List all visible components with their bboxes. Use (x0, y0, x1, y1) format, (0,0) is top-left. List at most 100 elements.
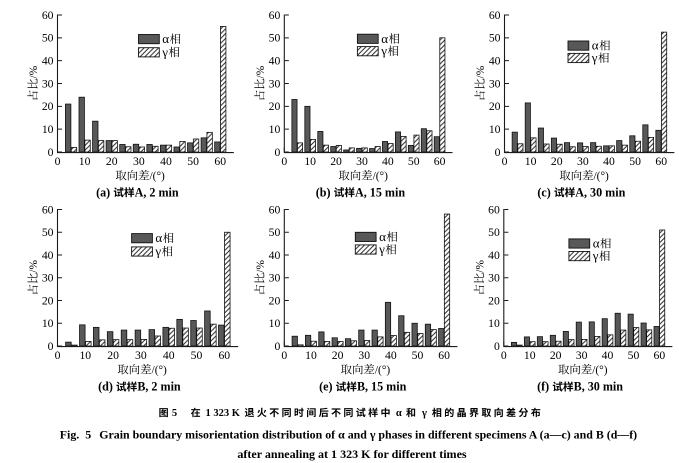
svg-text:60: 60 (654, 349, 666, 362)
svg-text:20: 20 (106, 155, 118, 168)
svg-text:α: α (379, 229, 386, 244)
svg-text:50: 50 (412, 349, 424, 362)
svg-text:α: α (155, 230, 162, 245)
svg-text:60: 60 (214, 155, 226, 168)
svg-text:10: 10 (489, 123, 501, 136)
svg-text:60: 60 (218, 349, 230, 362)
svg-text:20: 20 (107, 349, 119, 362)
svg-text:60: 60 (42, 203, 54, 216)
svg-text:0: 0 (281, 349, 287, 362)
svg-text:0: 0 (274, 340, 280, 353)
svg-text:/%: /% (28, 260, 40, 273)
svg-text:0: 0 (55, 349, 61, 362)
svg-text:30: 30 (356, 155, 368, 168)
svg-text:50: 50 (187, 155, 199, 168)
svg-text:0: 0 (495, 146, 501, 159)
svg-text:40: 40 (382, 155, 394, 168)
svg-text:20: 20 (42, 294, 54, 307)
svg-text:60: 60 (655, 155, 667, 168)
svg-text:50: 50 (42, 226, 54, 239)
svg-text:50: 50 (628, 349, 640, 362)
svg-text:10: 10 (79, 349, 91, 362)
svg-text:50: 50 (191, 349, 203, 362)
svg-text:10: 10 (269, 123, 281, 136)
svg-text:10: 10 (488, 317, 500, 330)
svg-text:0: 0 (48, 146, 54, 159)
svg-text:40: 40 (488, 249, 500, 262)
svg-text:30: 30 (42, 77, 54, 90)
svg-text:(c): (c) (537, 185, 553, 199)
svg-text:/(°): /(°) (373, 171, 389, 183)
svg-text:30: 30 (135, 349, 147, 362)
svg-text:(f): (f) (537, 380, 552, 394)
svg-text:60: 60 (489, 9, 501, 22)
svg-text:A, 15 min: A, 15 min (355, 185, 405, 199)
svg-text:30: 30 (269, 77, 281, 90)
svg-text:10: 10 (42, 123, 54, 136)
svg-text:20: 20 (269, 100, 281, 113)
svg-text:40: 40 (269, 249, 281, 262)
svg-text:5: 5 (172, 408, 177, 419)
svg-text:1 323 K: 1 323 K (206, 408, 241, 419)
svg-text:40: 40 (602, 349, 614, 362)
svg-text:50: 50 (489, 32, 501, 45)
svg-text:30: 30 (42, 272, 54, 285)
svg-text:50: 50 (269, 32, 281, 45)
svg-text:20: 20 (550, 349, 562, 362)
svg-text:40: 40 (163, 349, 175, 362)
svg-text:γ: γ (421, 408, 427, 419)
svg-text:0: 0 (494, 340, 500, 353)
svg-text:α: α (592, 38, 599, 53)
svg-text:20: 20 (42, 100, 54, 113)
svg-text:γ: γ (380, 43, 387, 58)
svg-text:0: 0 (274, 146, 280, 159)
svg-text:A, 2 min: A, 2 min (135, 185, 179, 199)
svg-text:60: 60 (269, 203, 281, 216)
svg-text:30: 30 (577, 155, 589, 168)
svg-text:40: 40 (42, 249, 54, 262)
svg-text:B, 30 min: B, 30 min (574, 380, 624, 394)
svg-text:A, 30 min: A, 30 min (575, 185, 625, 199)
svg-text:/%: /% (255, 65, 267, 78)
svg-text:40: 40 (269, 55, 281, 68)
svg-text:γ: γ (154, 244, 161, 259)
svg-text:(d): (d) (98, 380, 116, 394)
svg-text:0: 0 (281, 155, 287, 168)
svg-text:30: 30 (269, 272, 281, 285)
svg-text:B, 15 min: B, 15 min (357, 380, 407, 394)
svg-text:60: 60 (42, 9, 54, 22)
svg-text:/(°): /(°) (150, 171, 166, 183)
svg-text:50: 50 (629, 155, 641, 168)
svg-text:/%: /% (28, 65, 40, 78)
svg-text:(e): (e) (319, 380, 335, 394)
svg-text:10: 10 (79, 155, 91, 168)
svg-text:γ: γ (591, 50, 598, 65)
svg-text:20: 20 (551, 155, 563, 168)
svg-text:(b): (b) (316, 185, 334, 199)
svg-text:20: 20 (489, 100, 501, 113)
svg-text:30: 30 (576, 349, 588, 362)
svg-text:γ: γ (161, 44, 168, 59)
svg-text:40: 40 (603, 155, 615, 168)
svg-text:0: 0 (55, 155, 61, 168)
svg-text:30: 30 (488, 272, 500, 285)
svg-text:50: 50 (488, 226, 500, 239)
svg-text:10: 10 (525, 155, 537, 168)
svg-text:50: 50 (42, 32, 54, 45)
svg-text:Grain boundary misorientation: Grain boundary misorientation distributi… (99, 428, 637, 442)
svg-text:B, 2 min: B, 2 min (137, 380, 181, 394)
svg-text:10: 10 (524, 349, 536, 362)
svg-text:5: 5 (85, 428, 91, 442)
svg-text:60: 60 (438, 349, 450, 362)
svg-text:0: 0 (48, 340, 54, 353)
svg-text:α: α (381, 31, 388, 46)
svg-text:10: 10 (304, 155, 316, 168)
svg-text:Fig.: Fig. (60, 428, 80, 442)
svg-text:γ: γ (592, 248, 599, 263)
svg-text:20: 20 (330, 155, 342, 168)
svg-text:0: 0 (502, 155, 508, 168)
svg-text:/%: /% (474, 260, 486, 273)
svg-text:60: 60 (488, 203, 500, 216)
svg-text:/(°): /(°) (375, 365, 391, 377)
svg-text:30: 30 (489, 77, 501, 90)
